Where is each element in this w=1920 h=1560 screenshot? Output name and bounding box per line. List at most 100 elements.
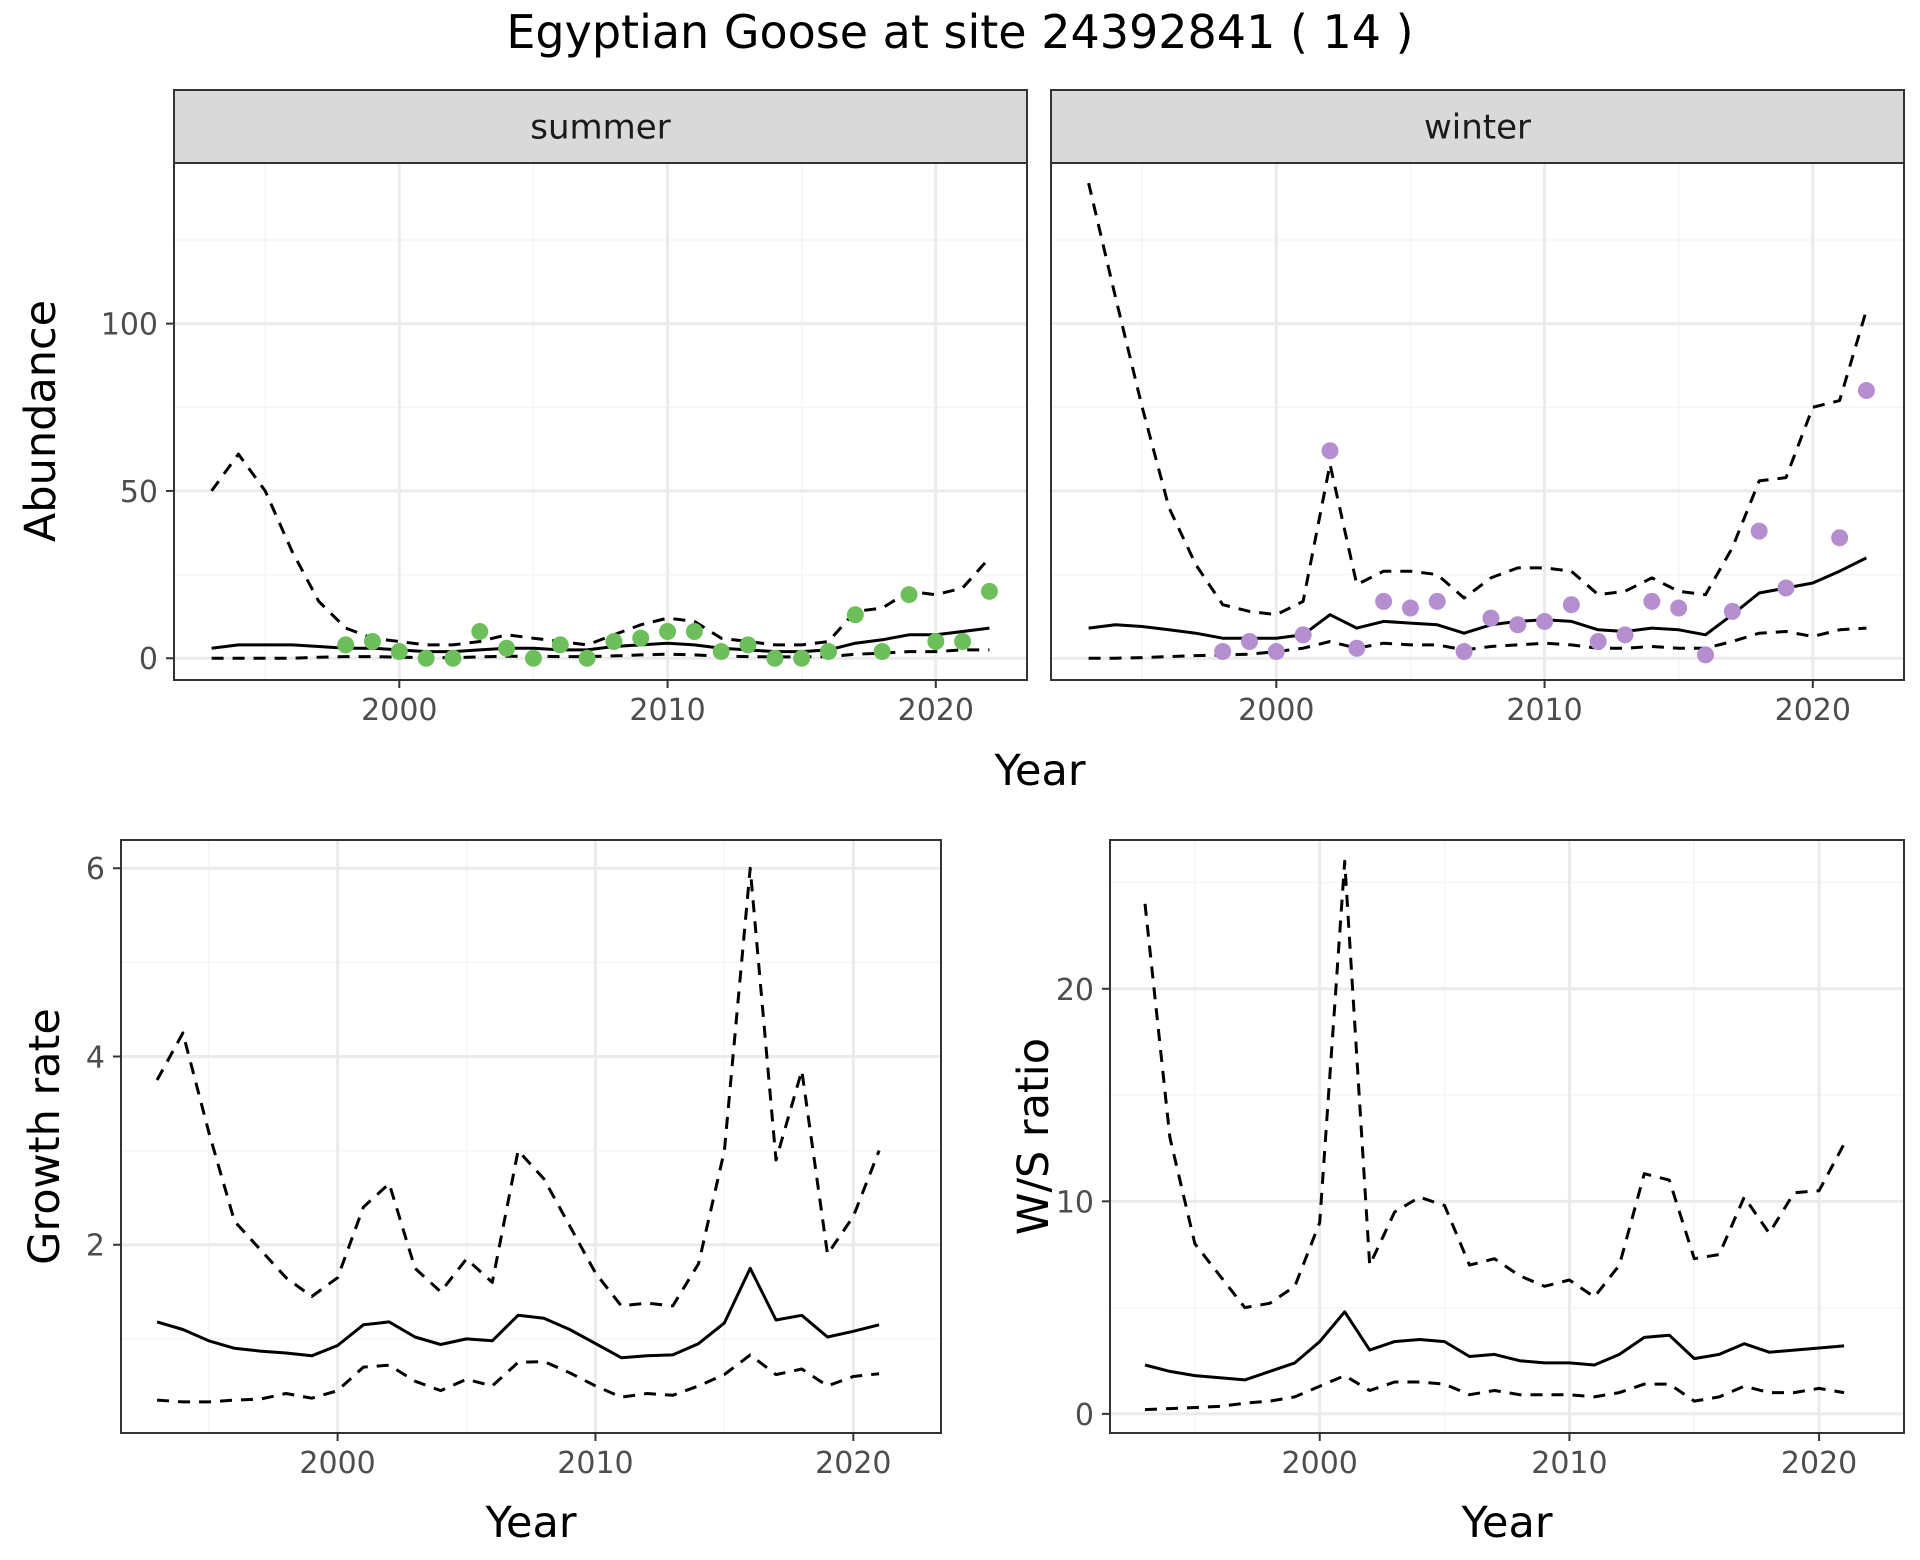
panel-background (1110, 840, 1904, 1433)
solid-estimate-line-1 (1144, 1310, 1845, 1382)
x-axis-title: Year (1460, 1498, 1552, 1548)
x-tick-label: 2000 (1282, 1446, 1358, 1481)
panel-winter: winter 2000 2010 2020 (1050, 89, 1905, 728)
x-axis-title-top: Year (993, 746, 1085, 796)
observed-point (578, 649, 596, 667)
observed-point (1616, 626, 1634, 644)
observed-point (524, 649, 542, 667)
observed-point (1509, 616, 1527, 634)
observed-point (685, 622, 703, 640)
x-tick-label: 2020 (815, 1446, 891, 1481)
observed-point (873, 643, 891, 661)
dashed-bound-line-2 (156, 1353, 880, 1404)
observed-point (820, 643, 838, 661)
observed-point (1267, 643, 1285, 661)
observed-point (1831, 529, 1849, 547)
observed-point (1670, 599, 1688, 617)
x-tick-label: 2010 (629, 693, 705, 728)
x-tick-label: 2010 (1531, 1446, 1607, 1481)
dashed-bound-line-0 (155, 866, 881, 1308)
observed-point (1697, 646, 1715, 664)
x-tick-label: 2010 (557, 1446, 633, 1481)
observed-point (954, 633, 972, 651)
y-tick-label: 2 (86, 1229, 105, 1264)
panel-background (174, 163, 1027, 680)
observed-point (444, 649, 462, 667)
observed-point (1562, 596, 1580, 614)
observed-point (471, 622, 489, 640)
observed-point (1750, 522, 1768, 540)
panel-summer: summer 2000 2010 2020 0 50 100 Abundance (16, 89, 1028, 728)
observed-point (1723, 602, 1741, 620)
observed-point (766, 649, 784, 667)
y-tick-label: 4 (86, 1040, 105, 1075)
x-axis-title: Year (484, 1498, 576, 1548)
observed-point (900, 586, 918, 604)
panel-border (1109, 839, 1905, 1434)
x-tick-label: 2020 (1781, 1446, 1857, 1481)
x-tick-label: 2010 (1506, 693, 1582, 728)
y-tick-label: 0 (139, 642, 158, 677)
observed-point (363, 633, 381, 651)
y-tick-label: 0 (1075, 1398, 1094, 1433)
observed-point (1375, 592, 1393, 610)
y-tick-label: 6 (86, 852, 105, 887)
x-tick-label: 2000 (299, 1446, 375, 1481)
dashed-bound-line-2 (211, 648, 990, 660)
dashed-bound-line-0 (1143, 859, 1846, 1310)
facet-strip-label: summer (530, 108, 670, 148)
observed-point (337, 636, 355, 654)
observed-point (1240, 633, 1258, 651)
facet-strip (1050, 89, 1905, 164)
dashed-bound-line-0 (210, 452, 991, 647)
panel-plot-2: 2000 2010 2020 2 4 6 Growth rate Year (20, 839, 942, 1548)
observed-point (1348, 639, 1366, 657)
facet-strip (173, 89, 1028, 164)
observed-point (605, 633, 623, 651)
observed-point (417, 649, 435, 667)
observed-point (1482, 609, 1500, 627)
y-tick-label: 10 (1056, 1185, 1094, 1220)
observed-point (632, 629, 650, 647)
observed-point (1857, 382, 1875, 400)
observed-point (1536, 612, 1554, 630)
x-tick-label: 2000 (361, 693, 437, 728)
observed-point (1428, 592, 1446, 610)
observed-point (1214, 643, 1232, 661)
observed-point (1321, 442, 1339, 460)
observed-point (793, 649, 811, 667)
y-axis-title: Abundance (16, 300, 66, 542)
x-tick-label: 2000 (1238, 693, 1314, 728)
observed-point (1777, 579, 1795, 597)
facet-strip-label: winter (1424, 108, 1531, 148)
x-tick-label: 2020 (898, 693, 974, 728)
observed-point (1589, 633, 1607, 651)
x-tick-label: 2020 (1775, 693, 1851, 728)
y-tick-label: 100 (101, 308, 158, 343)
observed-point (1455, 643, 1473, 661)
observed-point (1401, 599, 1419, 617)
observed-point (390, 643, 408, 661)
panel-background (121, 840, 941, 1433)
dashed-bound-line-2 (1144, 1374, 1845, 1412)
observed-point (1294, 626, 1312, 644)
observed-point (927, 633, 945, 651)
panel-plot-3: 2000 2010 2020 0 10 20 W/S ratio Year (1009, 839, 1905, 1548)
observed-point (712, 643, 730, 661)
y-axis-title: Growth rate (20, 1008, 70, 1265)
observed-point (1643, 592, 1661, 610)
y-tick-label: 50 (120, 475, 158, 510)
solid-estimate-line-1 (156, 1266, 880, 1360)
panel-border (120, 839, 942, 1434)
observed-point (980, 582, 998, 600)
observed-point (846, 606, 864, 624)
y-axis-title: W/S ratio (1009, 1038, 1059, 1235)
observed-point (498, 639, 516, 657)
observed-point (659, 622, 677, 640)
observed-point (551, 636, 569, 654)
y-tick-label: 20 (1056, 973, 1094, 1008)
observed-point (739, 636, 757, 654)
figure-title: Egyptian Goose at site 24392841 ( 14 ) (506, 5, 1413, 59)
